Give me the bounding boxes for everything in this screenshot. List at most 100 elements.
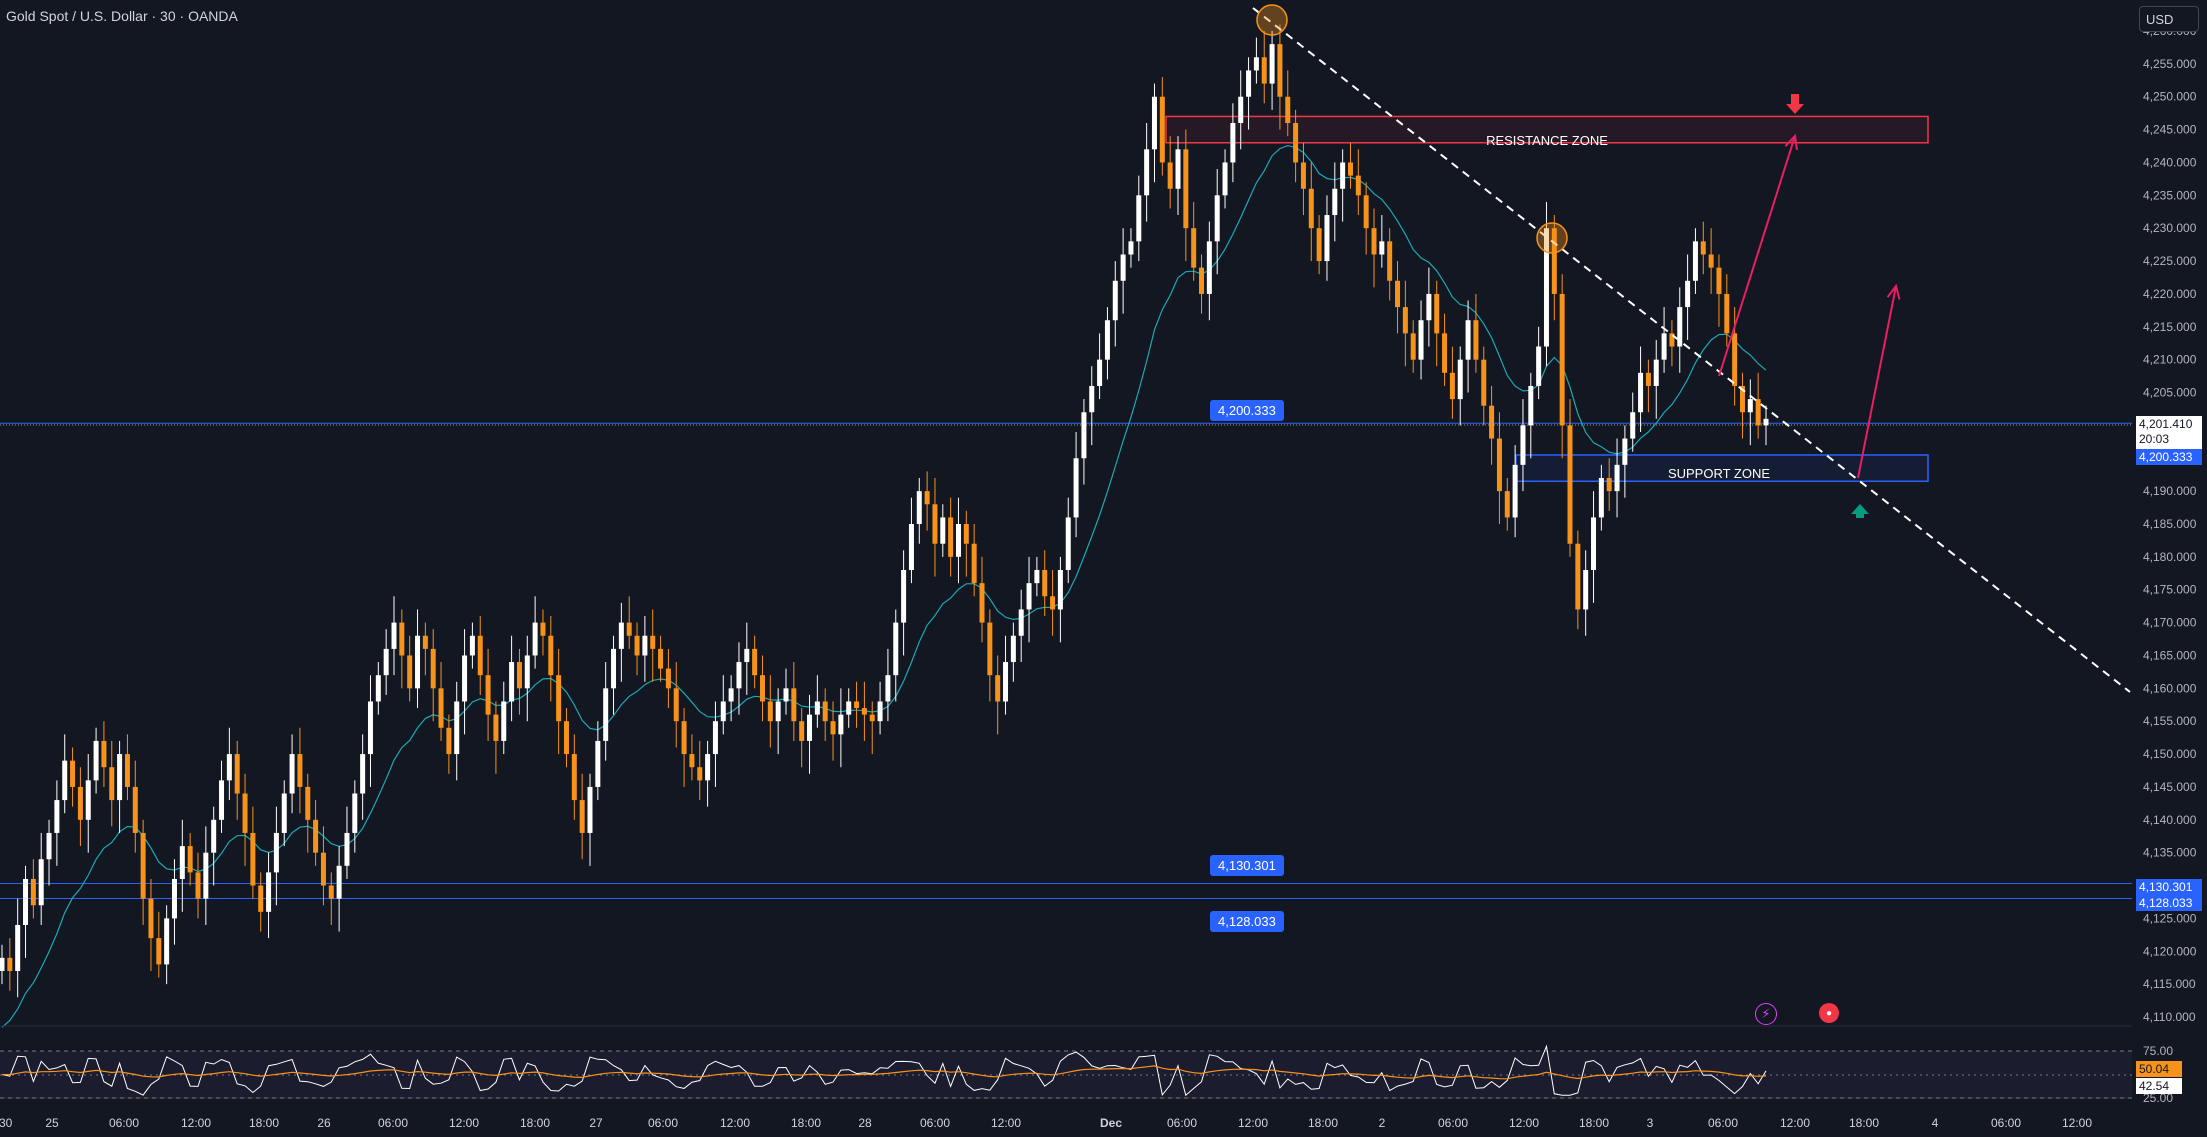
candle-body	[924, 491, 930, 505]
candle-body	[1465, 320, 1471, 360]
candle-body	[164, 918, 170, 965]
x-tick-label: 18:00	[1849, 1116, 1879, 1130]
candle-body	[1418, 320, 1424, 360]
candle-body	[854, 701, 860, 709]
candle-body	[901, 570, 907, 623]
candle-body	[1708, 254, 1714, 268]
candle-body	[1324, 215, 1330, 262]
projection-arrows[interactable]	[1718, 94, 1901, 518]
x-axis-labels: :30 25 06:00 12:00 18:00 26 06:00 12:00 18:00 27 0…	[0, 1116, 2092, 1130]
candle-body	[1120, 254, 1126, 281]
candle-body	[1481, 359, 1487, 406]
candle-body	[1308, 188, 1314, 229]
candle-body	[658, 648, 664, 669]
y-tick-label: 4,135.000	[2143, 846, 2197, 860]
symbol-title[interactable]: Gold Spot / U.S. Dollar · 30 · OANDA	[6, 8, 238, 24]
y-tick-label: 4,120.000	[2143, 944, 2197, 958]
candle-body	[1606, 477, 1612, 492]
us-flag-icon[interactable]: ●	[1819, 1003, 1839, 1023]
candle-body	[328, 885, 334, 899]
x-tick-label: 12:00	[1780, 1116, 1810, 1130]
y-tick-label: 4,220.000	[2143, 287, 2197, 301]
candle-body	[62, 760, 68, 801]
x-tick-label: 06:00	[378, 1116, 408, 1130]
candle-body	[1128, 241, 1134, 255]
x-tick-label: 06:00	[920, 1116, 950, 1130]
candle-body	[665, 668, 671, 689]
candle-body	[877, 701, 883, 722]
currency-button[interactable]: USD	[2139, 6, 2199, 32]
y-tick-label: 4,140.000	[2143, 813, 2197, 827]
candle-body	[399, 622, 405, 656]
candle-body	[1073, 458, 1079, 518]
candle-body	[211, 819, 217, 853]
y-tick-label: 4,230.000	[2143, 221, 2197, 235]
candle-body	[391, 622, 397, 649]
candle-body	[869, 714, 875, 722]
candle-body	[1520, 425, 1526, 465]
candle-body	[846, 701, 852, 715]
candle-body	[650, 635, 656, 649]
projection-arrow-line	[1718, 135, 1796, 377]
candle-body	[571, 754, 577, 801]
candle-body	[1183, 149, 1189, 229]
candle-body	[1144, 149, 1150, 196]
candle-body	[23, 878, 29, 925]
candle-body	[15, 924, 21, 971]
candle-body	[1347, 162, 1353, 176]
lightning-icon[interactable]: ⚡	[1755, 1003, 1777, 1025]
x-tick-label: 27	[589, 1116, 603, 1130]
candle-body	[422, 635, 428, 649]
candle-body	[77, 786, 83, 820]
candle-body	[70, 760, 76, 787]
candle-body	[1340, 162, 1346, 189]
price-tag-lower-2[interactable]: 4,128.033	[1210, 911, 1284, 932]
candle-body	[1473, 320, 1479, 360]
resistance-zone	[1165, 115, 1929, 144]
candle-body	[1159, 96, 1165, 163]
candle-body	[618, 622, 624, 649]
trendline[interactable]	[1252, 4, 2131, 693]
candle-body	[1591, 517, 1597, 571]
candle-body	[603, 688, 609, 741]
candle-body	[1528, 385, 1534, 426]
horizontal-lines[interactable]	[0, 422, 2132, 899]
candle-body	[1543, 228, 1549, 347]
candle-body	[462, 655, 468, 702]
candle-body	[885, 675, 891, 702]
candle-body	[281, 793, 287, 833]
candle-body	[1732, 333, 1738, 386]
candle-body	[85, 780, 91, 820]
rsi-ma-line	[1, 1065, 1767, 1080]
candle-body	[1191, 228, 1197, 268]
x-tick-label: 06:00	[1167, 1116, 1197, 1130]
candle-body	[485, 675, 491, 715]
candle-body	[963, 524, 969, 544]
price-tag-upper[interactable]: 4,200.333	[1210, 400, 1284, 421]
price-tag-lower-1[interactable]: 4,130.301	[1210, 855, 1284, 876]
candle-body	[313, 819, 319, 853]
x-tick-label: 12:00	[1509, 1116, 1539, 1130]
candle-body	[1645, 372, 1651, 386]
candle-body	[893, 622, 899, 676]
candle-body	[1253, 57, 1259, 71]
rsi-level-label: 75.00	[2143, 1044, 2173, 1058]
candle-body	[148, 898, 154, 939]
candle-body	[501, 701, 507, 741]
candle-body	[140, 832, 146, 899]
candle-body	[548, 635, 554, 676]
candle-body	[93, 740, 99, 781]
candle-countdown: 20:03	[2139, 432, 2170, 446]
candle-body	[940, 517, 946, 544]
candle-body	[830, 721, 836, 735]
candle-body	[407, 655, 413, 689]
rsi-level-label: 25.00	[2143, 1091, 2173, 1105]
y-tick-label: 4,155.000	[2143, 714, 2197, 728]
candle-body	[1583, 570, 1589, 610]
candle-body	[1206, 241, 1212, 294]
candle-body	[1214, 195, 1220, 242]
candle-body	[226, 754, 232, 781]
y-tick-label: 4,215.000	[2143, 320, 2197, 334]
candle-body	[1010, 635, 1016, 663]
